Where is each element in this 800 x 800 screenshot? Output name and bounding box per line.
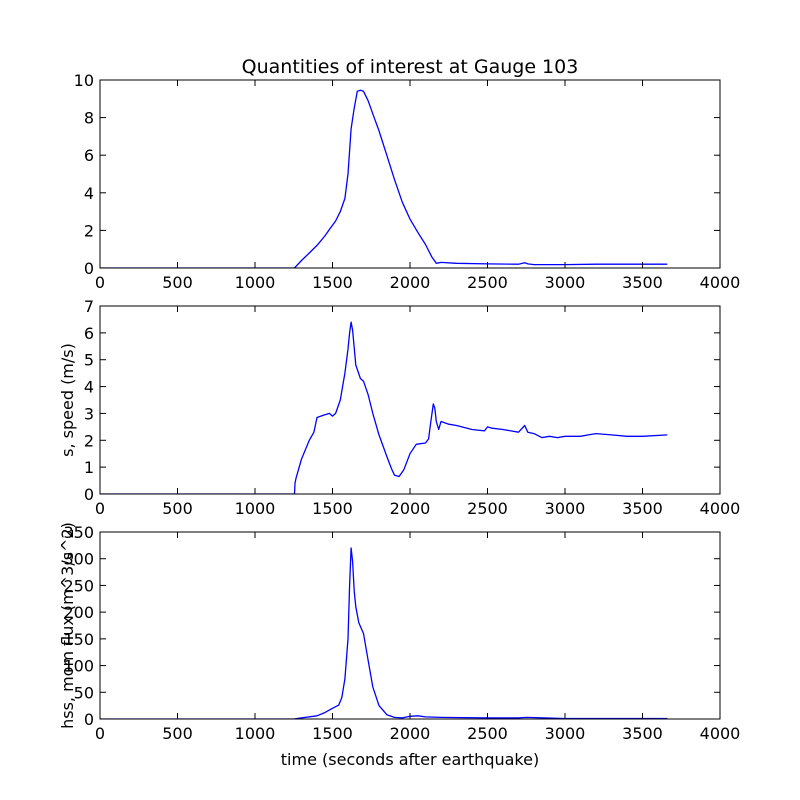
x-tick-label: 3500 [622,273,663,292]
y-tick-label: 0 [84,485,94,504]
x-tick-label: 2000 [390,724,431,743]
panel-momentum-flux: 0 500 1000 1500 2000 2500 3000 3500 4000 0 50 100 15… [58,522,740,743]
x-tick-label: 4000 [700,724,741,743]
y-tick-label: 150 [63,630,94,649]
y-tick-label: 8 [84,109,94,128]
y-tick-label: 4 [84,184,94,203]
y-tick-label: 2 [84,431,94,450]
x-tick-label: 500 [162,499,193,518]
x-tick-label: 1500 [312,499,353,518]
y-tick-label: 350 [63,523,94,542]
y-tick-label: 100 [63,657,94,676]
x-tick-label: 500 [162,273,193,292]
x-tick-label: 3500 [622,499,663,518]
x-tick-label: 3000 [545,499,586,518]
x-tick-label: 500 [162,724,193,743]
y-tick-label: 300 [63,550,94,569]
y-tick-label: 1 [84,458,94,477]
x-tick-label: 1000 [235,724,276,743]
y-tick-label: 0 [84,259,94,278]
series-line-0 [100,547,668,719]
y-tick-label: 10 [74,71,94,90]
y-tick-label: 6 [84,146,94,165]
y-tick-label: 3 [84,404,94,423]
x-tick-label: 2500 [467,273,508,292]
y-tick-label: 250 [63,576,94,595]
y-axis-label: hss, mom flux (m^3/s^2) [58,522,77,729]
x-tick-label: 1000 [235,499,276,518]
series-line-0 [100,89,668,268]
y-tick-label: 4 [84,378,94,397]
y-tick-label: 0 [84,710,94,729]
x-tick-label: 1500 [312,273,353,292]
x-tick-label: 3000 [545,724,586,743]
x-tick-label: 0 [95,499,105,518]
x-tick-label: 4000 [700,499,741,518]
series-line-0 [100,321,668,494]
x-axis-label: time (seconds after earthquake) [281,750,539,769]
y-tick-label: 5 [84,351,94,370]
x-tick-label: 2000 [390,273,431,292]
x-tick-label: 1000 [235,273,276,292]
panel-water-depth: 0 500 1000 1500 2000 2500 3000 3500 4000 0 2 4 6 8 10 [74,71,741,292]
x-tick-label: 4000 [700,273,741,292]
y-tick-label: 6 [84,324,94,343]
y-tick-label: 50 [74,683,94,702]
x-tick-label: 0 [95,724,105,743]
x-tick-label: 2500 [467,499,508,518]
y-axis-label: s, speed (m/s) [58,343,77,457]
x-tick-label: 3500 [622,724,663,743]
x-tick-label: 2000 [390,499,431,518]
x-tick-label: 2500 [467,724,508,743]
x-tick-label: 0 [95,273,105,292]
panel-speed: 0 500 1000 1500 2000 2500 3000 3500 4000 0 1 2 3 4 5 6 7… [58,297,740,518]
y-tick-label: 2 [84,221,94,240]
chart-title: Quantities of interest at Gauge 103 [242,56,579,78]
x-tick-label: 1500 [312,724,353,743]
y-tick-label: 200 [63,603,94,622]
y-tick-label: 7 [84,297,94,316]
x-tick-label: 3000 [545,273,586,292]
